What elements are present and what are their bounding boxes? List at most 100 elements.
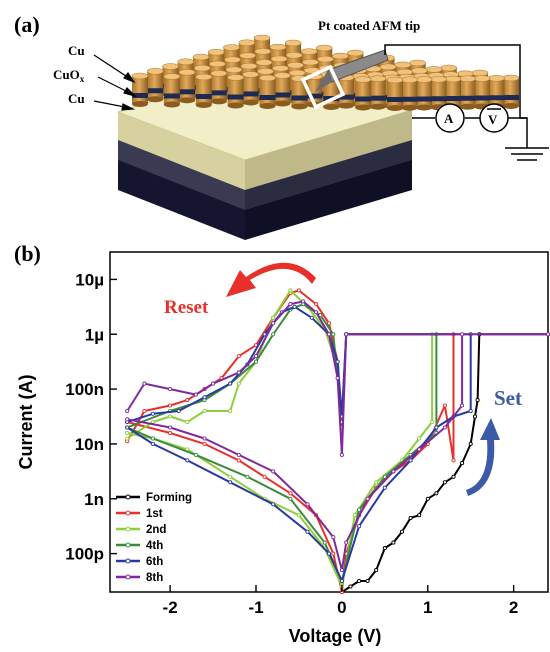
data-point <box>193 452 198 457</box>
measurement-circuit <box>384 44 549 161</box>
data-point <box>322 540 327 545</box>
nanopillar <box>146 67 164 103</box>
data-point <box>228 381 233 386</box>
legend-marker <box>125 558 131 564</box>
data-point <box>202 436 207 441</box>
data-point <box>331 551 336 556</box>
data-point <box>417 447 422 452</box>
nanopillar <box>401 76 418 111</box>
nanopillar <box>274 72 291 107</box>
data-point <box>245 474 250 479</box>
data-point <box>472 414 478 419</box>
afm-tip-label: Pt coated AFM tip <box>318 18 420 33</box>
data-point <box>236 452 241 457</box>
data-point <box>202 441 207 446</box>
legend-marker <box>125 526 131 532</box>
data-point <box>262 474 267 479</box>
y-tick-label: 10µ <box>75 270 104 289</box>
data-point <box>202 408 207 414</box>
series-line <box>126 289 455 593</box>
data-point <box>408 458 413 463</box>
data-point <box>168 387 173 392</box>
data-point <box>339 578 344 584</box>
x-axis-title: Voltage (V) <box>289 626 382 646</box>
layer-pointer-arrows <box>93 54 138 111</box>
layer-label-cu-top: Cu <box>68 43 85 58</box>
data-point <box>365 496 370 501</box>
data-point <box>460 403 465 408</box>
data-point <box>382 474 387 479</box>
data-point <box>271 315 276 320</box>
data-point <box>314 310 319 315</box>
x-tick-label: -1 <box>248 598 263 617</box>
axis-ticks: -2 -1 0 1 2 10µ 1µ 100n 10n 1n 100p <box>65 270 518 617</box>
data-point <box>168 425 173 430</box>
data-point <box>374 480 379 485</box>
data-point <box>331 535 336 540</box>
data-point <box>125 430 130 436</box>
layer-label-cuox: CuOx <box>53 67 85 84</box>
series-line <box>126 303 438 582</box>
data-point <box>150 436 155 441</box>
nanopillar <box>259 74 276 109</box>
data-point <box>326 321 332 326</box>
nanopillar <box>459 75 476 110</box>
data-point <box>271 469 276 474</box>
nanopillar <box>502 74 520 109</box>
data-point <box>296 288 301 293</box>
data-point <box>193 392 198 397</box>
series-6th <box>125 304 473 584</box>
data-point <box>271 502 276 507</box>
data-point <box>271 332 276 337</box>
data-point <box>434 491 439 496</box>
afm-tip <box>300 49 389 110</box>
data-point <box>288 288 293 293</box>
plot-frame <box>109 251 549 593</box>
nanopillar <box>131 72 149 107</box>
data-point <box>125 408 130 414</box>
legend-item: 2nd <box>116 524 166 536</box>
data-point <box>326 551 332 556</box>
nanopillar <box>354 76 372 111</box>
data-point <box>301 299 306 304</box>
data-point <box>442 480 447 485</box>
data-point <box>309 315 314 320</box>
y-tick-label: 1µ <box>85 325 104 344</box>
data-point <box>365 578 370 584</box>
data-point <box>468 408 473 414</box>
data-point <box>150 441 155 446</box>
data-point <box>382 485 387 490</box>
data-point <box>168 430 173 436</box>
data-point <box>326 332 332 337</box>
data-point <box>211 381 216 386</box>
data-point <box>228 480 233 485</box>
data-point <box>382 546 387 551</box>
nanopillar <box>369 75 387 110</box>
data-point <box>150 411 155 416</box>
y-tick-label: 100p <box>65 545 104 564</box>
data-point <box>451 474 456 479</box>
data-point <box>142 408 147 414</box>
legend-item: Forming <box>116 492 192 504</box>
data-point <box>288 302 293 307</box>
data-point <box>185 398 190 403</box>
series-4th <box>125 302 439 584</box>
nanopillar <box>291 75 308 110</box>
series-line <box>126 305 472 582</box>
nanopillar <box>163 73 181 108</box>
legend-label: 8th <box>146 572 163 584</box>
legend-item: 4th <box>116 540 163 552</box>
legend-marker <box>125 574 131 580</box>
data-point <box>425 496 430 501</box>
data-point <box>352 513 357 518</box>
layer-label-cu-bottom: Cu <box>68 91 85 106</box>
data-point <box>374 568 379 573</box>
data-point <box>430 419 435 425</box>
legend-item: 6th <box>116 556 163 568</box>
data-point <box>335 359 340 364</box>
data-point <box>468 441 473 446</box>
data-point <box>391 540 396 545</box>
legend-marker <box>125 542 131 548</box>
data-point <box>253 359 259 364</box>
legend-marker <box>125 494 131 500</box>
